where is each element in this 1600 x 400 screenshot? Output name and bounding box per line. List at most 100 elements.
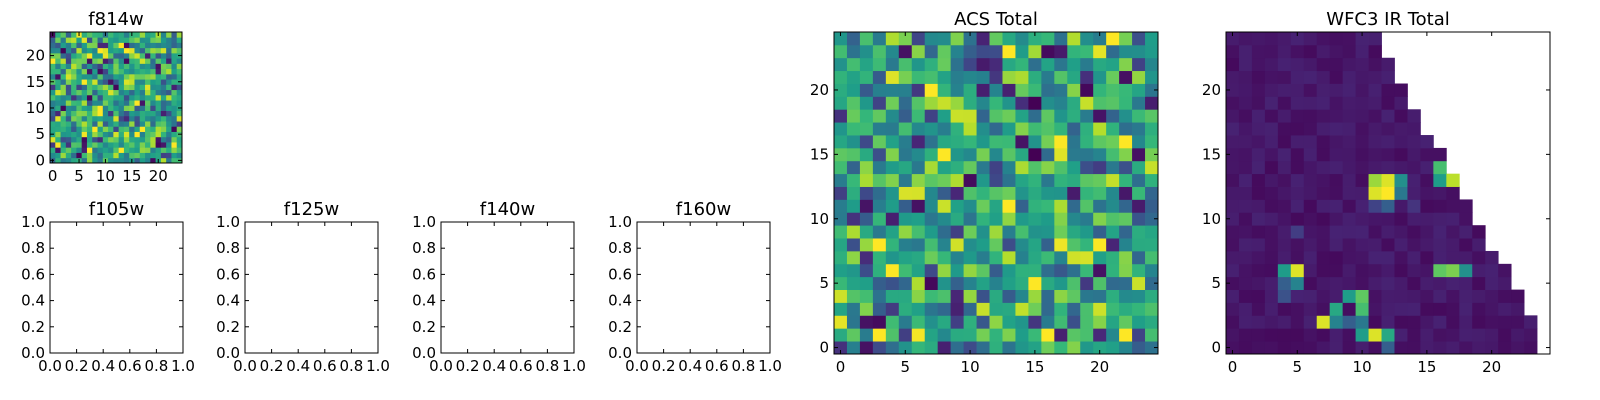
heatmap-cell [97,84,104,91]
heatmap-cell [150,126,156,132]
heatmap-cell [1251,173,1266,187]
y-tick-label: 0.6 [216,265,240,283]
heatmap-cell [872,302,887,316]
heatmap-cell [50,73,56,80]
heatmap-cell [1028,44,1042,59]
heatmap-cell [885,135,900,149]
y-tick-label: 0.4 [608,292,632,310]
heatmap-cell [1145,135,1159,149]
heatmap-cell [71,89,77,96]
heatmap-cell [1080,289,1094,303]
heatmap-cell [145,126,151,132]
heatmap-cell [1067,328,1081,342]
heatmap-cell [989,250,1003,265]
heatmap-cell [108,47,114,54]
heatmap-cell [1093,212,1107,226]
heatmap-cell [113,115,120,122]
heatmap-cell [1041,225,1055,239]
y-tick-label: 0.8 [216,239,240,257]
heatmap-cell [118,110,125,117]
heatmap-cell [1407,276,1421,290]
heatmap-cell [86,84,93,91]
heatmap-cell [113,121,120,127]
heatmap-cell [1041,57,1055,72]
heatmap-cell [92,157,98,164]
heatmap-cell [71,52,77,59]
heatmap-cell [71,84,77,91]
heatmap-cell [166,115,172,122]
heatmap-cell [911,109,926,123]
heatmap-cell [102,121,109,127]
heatmap-cell [1524,315,1538,329]
heatmap-cell [171,131,178,138]
heatmap-cell [134,89,141,96]
heatmap-cell [1316,199,1331,213]
heatmap-cell [1145,199,1159,213]
heatmap-cell [872,328,887,342]
heatmap-cell [885,70,900,84]
heatmap-cell [50,142,56,148]
x-tick-label: 15 [122,167,141,185]
heatmap-cell [1028,83,1042,97]
heatmap-cell [1080,160,1094,175]
heatmap-cell [1290,32,1305,46]
heatmap-cell [76,94,83,101]
x-tick-label: 10 [96,167,115,185]
heatmap-cell [1067,341,1081,355]
heatmap-cell [976,276,990,290]
heatmap-cell [1028,212,1042,226]
heatmap-cell [911,315,926,329]
heatmap-cell [950,57,964,72]
heatmap-cell [1226,147,1240,162]
heatmap-cell [976,225,990,239]
heatmap-cell [108,126,114,132]
heatmap-cell [989,96,1003,110]
heatmap-cell [1106,32,1120,46]
heatmap-cell [65,121,72,127]
heatmap-cell [150,100,156,106]
heatmap-cell [166,136,172,143]
heatmap-cell [81,52,88,59]
heatmap-cell [1080,147,1094,162]
heatmap-cell [1303,57,1318,72]
heatmap-cell [123,147,130,153]
heatmap-cell [911,186,926,200]
heatmap-cell [1015,328,1029,342]
heatmap-cell [50,100,56,106]
heatmap-cell [1067,276,1081,290]
y-tick-label: 5 [1211,274,1221,292]
y-tick-label: 1.0 [608,213,632,231]
heatmap-cell [1106,96,1120,110]
heatmap-cell [1226,238,1240,252]
heatmap-cell [1303,199,1318,213]
heatmap-cell [55,47,61,54]
heatmap-cell [160,84,167,91]
heatmap-cell [86,89,93,96]
heatmap-cell [989,70,1003,84]
heatmap-cell [834,147,848,162]
heatmap-cell [155,105,162,111]
heatmap-cell [1355,199,1369,213]
heatmap-cell [60,100,67,106]
y-tick-label: 10 [810,210,829,228]
heatmap-cell [963,328,977,342]
heatmap-cell [113,131,120,138]
heatmap-cell [989,44,1003,59]
heatmap-cell [1041,212,1055,226]
heatmap-cell [1368,250,1382,265]
heatmap-cell [160,115,167,122]
heatmap-cell [65,42,72,49]
y-tick-label: 0.6 [412,265,436,283]
heatmap-cell [1119,315,1133,329]
heatmap-cell [1446,289,1460,303]
heatmap-cell [1226,173,1240,187]
heatmap-cell [1459,199,1473,213]
heatmap-cell [1290,96,1305,110]
heatmap-cell [1264,250,1279,265]
heatmap-cell [1119,44,1133,59]
heatmap-cell [145,94,151,101]
heatmap-cell [1106,199,1120,213]
heatmap-cell [76,47,83,54]
heatmap-cell [989,186,1003,200]
heatmap-cell [97,47,104,54]
